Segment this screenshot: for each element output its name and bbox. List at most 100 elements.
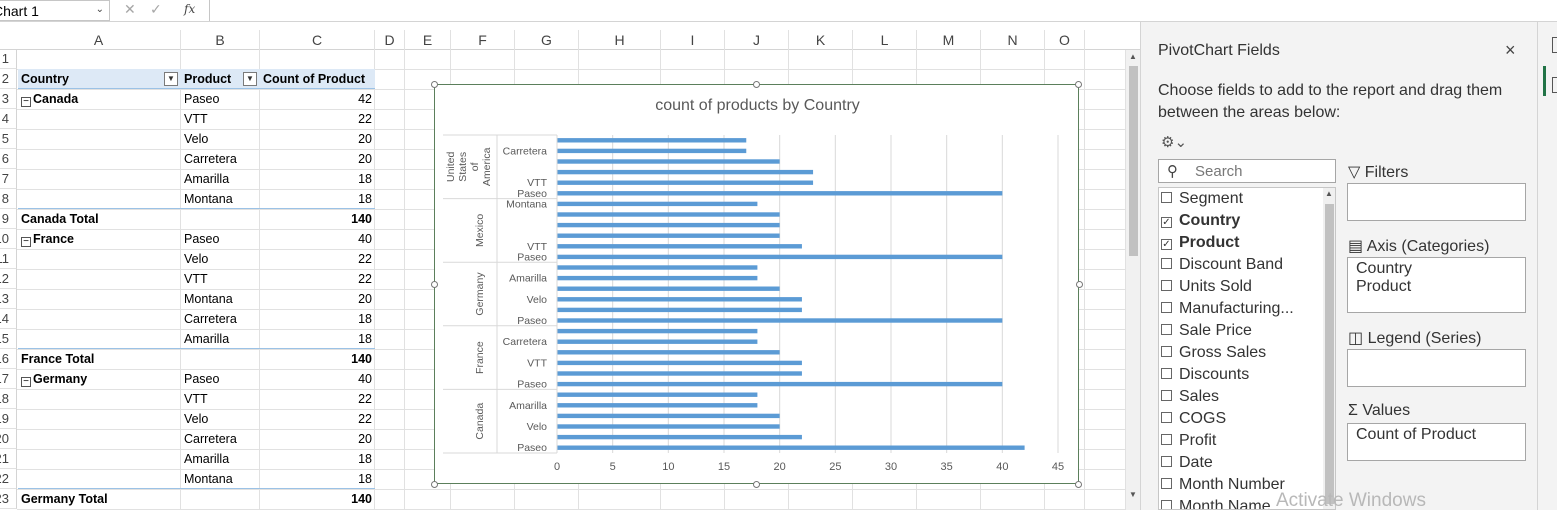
row-header[interactable]: 18 [0, 389, 17, 409]
count-cell[interactable]: 18 [358, 172, 372, 186]
collapse-icon[interactable]: − [21, 97, 31, 107]
checkbox-icon[interactable] [1161, 434, 1172, 445]
checkbox-icon[interactable] [1161, 192, 1172, 203]
column-header[interactable]: G [515, 30, 579, 50]
field-item[interactable]: ✓ Country [1161, 212, 1240, 234]
legend-drop-area[interactable] [1347, 349, 1526, 387]
total-value-cell[interactable]: 140 [351, 352, 372, 366]
column-header[interactable]: K [789, 30, 853, 50]
total-label-cell[interactable]: France Total [21, 352, 95, 366]
product-cell[interactable]: Amarilla [184, 172, 230, 186]
product-cell[interactable]: Velo [184, 132, 209, 146]
checkbox-icon[interactable] [1161, 390, 1172, 401]
field-item[interactable]: Discount Band [1161, 256, 1283, 278]
product-cell[interactable]: Carretera [184, 312, 237, 326]
country-cell[interactable]: − Germany [18, 369, 181, 389]
column-header[interactable]: E [405, 30, 451, 50]
field-item[interactable]: COGS [1161, 410, 1226, 432]
product-cell[interactable]: Montana [184, 292, 233, 306]
checkbox-icon[interactable] [1161, 302, 1172, 313]
column-header[interactable]: M [917, 30, 981, 50]
row-header[interactable]: 11 [0, 249, 17, 269]
field-item[interactable]: Segment [1161, 190, 1243, 212]
field-item[interactable]: Month Name [1161, 498, 1271, 509]
count-cell[interactable]: 18 [358, 192, 372, 206]
count-cell[interactable]: 40 [358, 232, 372, 246]
product-cell[interactable]: Velo [184, 252, 209, 266]
field-item[interactable]: Discounts [1161, 366, 1249, 388]
count-cell[interactable]: 18 [358, 452, 372, 466]
total-label-cell[interactable]: Canada Total [21, 212, 99, 226]
count-cell[interactable]: 20 [358, 152, 372, 166]
resize-handle[interactable] [1075, 481, 1082, 488]
chevron-down-icon[interactable]: ⌄ [95, 4, 104, 15]
field-item[interactable]: ✓ Product [1161, 234, 1239, 256]
scroll-up-icon[interactable]: ▲ [1129, 52, 1137, 61]
gear-icon[interactable]: ⚙⌄ [1161, 134, 1188, 151]
column-header[interactable]: J [725, 30, 789, 50]
country-cell[interactable]: − France [18, 229, 181, 249]
resize-handle[interactable] [1076, 281, 1083, 288]
checkbox-icon[interactable] [1161, 500, 1172, 509]
insert-function-icon[interactable]: fx [184, 2, 196, 16]
country-cell[interactable]: − Canada [18, 89, 181, 109]
close-icon[interactable]: × [1505, 40, 1516, 60]
count-cell[interactable]: 18 [358, 332, 372, 346]
pivot-chart[interactable]: count of products by Country 0 5 10 15 20 25 3… [434, 84, 1079, 484]
column-header[interactable]: I [661, 30, 725, 50]
resize-handle[interactable] [753, 81, 760, 88]
country-filter-button[interactable]: ▼ [164, 72, 178, 86]
resize-handle[interactable] [431, 281, 438, 288]
checkbox-icon[interactable] [1161, 412, 1172, 423]
product-cell[interactable]: Montana [184, 192, 233, 206]
checkbox-icon[interactable] [1161, 456, 1172, 467]
row-header[interactable]: 12 [0, 269, 17, 289]
total-label-cell[interactable]: Germany Total [21, 492, 108, 506]
resize-handle[interactable] [1075, 81, 1082, 88]
product-cell[interactable]: Amarilla [184, 452, 230, 466]
row-header[interactable]: 22 [0, 469, 17, 489]
pane-tab-icon[interactable] [1552, 77, 1557, 93]
product-cell[interactable]: Montana [184, 472, 233, 486]
field-item[interactable]: Units Sold [1161, 278, 1252, 300]
row-header[interactable]: 14 [0, 309, 17, 329]
count-cell[interactable]: 40 [358, 372, 372, 386]
count-cell[interactable]: 42 [358, 92, 372, 106]
field-item[interactable]: Profit [1161, 432, 1216, 454]
values-field-item[interactable]: Count of Product [1356, 426, 1477, 443]
field-item[interactable]: Month Number [1161, 476, 1285, 498]
row-header[interactable]: 23 [0, 489, 17, 509]
row-header[interactable]: 21 [0, 449, 17, 469]
row-header[interactable]: 20 [0, 429, 17, 449]
column-header[interactable]: L [853, 30, 917, 50]
product-filter-button[interactable]: ▼ [243, 72, 257, 86]
resize-handle[interactable] [753, 481, 760, 488]
scroll-down-icon[interactable]: ▼ [1129, 490, 1137, 499]
field-item[interactable]: Manufacturing... [1161, 300, 1294, 322]
resize-handle[interactable] [431, 481, 438, 488]
column-header[interactable]: F [451, 30, 515, 50]
row-header[interactable]: 15 [0, 329, 17, 349]
count-cell[interactable]: 20 [358, 132, 372, 146]
product-cell[interactable]: Velo [184, 412, 209, 426]
count-cell[interactable]: 22 [358, 272, 372, 286]
chart-title[interactable]: count of products by Country [655, 97, 860, 114]
field-item[interactable]: Sales [1161, 388, 1219, 410]
row-header[interactable]: 4 [0, 109, 17, 129]
row-header[interactable]: 5 [0, 129, 17, 149]
row-header[interactable]: 8 [0, 189, 17, 209]
row-header[interactable]: 2 [0, 69, 17, 89]
cancel-icon[interactable]: ✕ [124, 1, 136, 17]
name-box[interactable]: Chart 1 ⌄ [0, 0, 110, 21]
field-item[interactable]: Gross Sales [1161, 344, 1266, 366]
checkbox-icon[interactable] [1161, 478, 1172, 489]
resize-handle[interactable] [431, 81, 438, 88]
pane-tab-icon[interactable] [1552, 37, 1557, 53]
product-cell[interactable]: Carretera [184, 432, 237, 446]
axis-field-item[interactable]: Product [1356, 278, 1412, 295]
product-cell[interactable]: Carretera [184, 152, 237, 166]
checkbox-icon[interactable] [1161, 346, 1172, 357]
product-cell[interactable]: VTT [184, 392, 208, 406]
count-cell[interactable]: 18 [358, 472, 372, 486]
vertical-scrollbar[interactable]: ▲ ▼ [1125, 50, 1140, 510]
